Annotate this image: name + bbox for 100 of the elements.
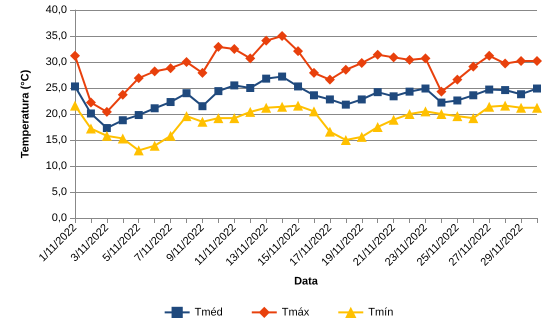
y-tick-label: 10,0 [46,160,67,172]
point [134,73,144,84]
y-tick-label: 30,0 [46,56,67,68]
y-tick-label: 20,0 [46,108,67,120]
point [86,109,95,118]
point [118,116,127,124]
point [102,124,111,132]
point [102,130,112,141]
point [182,111,192,122]
point [501,86,510,94]
point [500,58,510,69]
point [372,122,383,132]
point [86,124,96,134]
point [372,50,383,60]
point [229,113,240,124]
y-axis-title: Temperatura (°C) [20,69,32,158]
y-tick-label: 35,0 [46,30,67,42]
point [390,92,398,100]
point [310,91,318,100]
point [388,114,399,125]
point [197,68,208,78]
point [150,66,160,76]
point [340,64,351,75]
point [500,100,510,111]
point [294,82,302,90]
y-tick-label: 5,0 [52,186,67,198]
point [182,57,192,67]
point [356,58,367,68]
point [262,74,270,83]
point [213,113,224,124]
point [277,102,288,112]
point [245,106,256,117]
point [404,109,415,119]
point [166,63,176,74]
point [166,98,175,106]
point [404,54,415,65]
point [437,98,446,107]
point [293,46,304,56]
point [214,87,222,96]
point [324,74,335,85]
point [326,95,334,104]
point [532,102,542,113]
point [516,56,526,66]
x-axis-title: Data [294,276,319,288]
point [245,53,256,64]
point [324,126,335,137]
point [230,81,238,90]
point [150,104,159,112]
point [484,50,494,61]
point [374,88,382,96]
point [453,96,462,104]
point [86,98,96,108]
point [452,74,462,85]
point [516,102,526,113]
point [293,100,304,111]
point [277,31,288,41]
y-tick-label: 0,0 [52,212,67,224]
point [452,111,462,122]
point [308,68,319,78]
point [102,106,112,117]
point [198,102,206,110]
point [166,130,176,141]
point [197,116,208,127]
point [150,140,160,151]
point [436,109,446,119]
point [421,84,430,93]
point [134,111,143,120]
point [70,50,80,61]
point [70,100,80,111]
point [261,36,272,46]
point [484,102,494,112]
point [229,44,240,54]
point [420,53,430,64]
point [388,52,399,62]
point [261,102,272,113]
point [118,133,128,144]
point [134,145,144,156]
point [485,86,494,94]
point [308,106,319,116]
legend-label: Tmín [368,306,394,318]
point [213,42,224,52]
point [532,56,542,66]
y-tick-label: 40,0 [46,4,67,16]
point [278,72,286,81]
point [468,62,478,72]
point [469,91,478,100]
legend-label: Tmáx [282,306,310,318]
legend-label: Tméd [194,306,223,318]
point [533,84,541,93]
point [436,86,446,97]
point [246,84,254,92]
point [358,95,366,104]
point [340,135,351,145]
point [118,90,128,100]
point [182,89,191,98]
point [342,100,350,109]
point [356,132,367,142]
y-tick-label: 25,0 [46,82,67,94]
y-tick-label: 15,0 [46,134,67,146]
point [468,113,478,124]
